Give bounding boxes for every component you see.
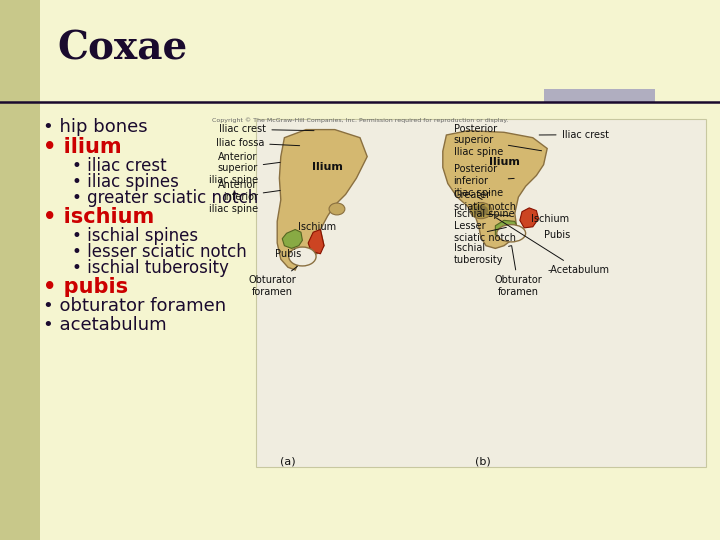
Ellipse shape: [329, 203, 345, 215]
Text: • ischium: • ischium: [43, 207, 155, 227]
Text: Pubis: Pubis: [544, 230, 570, 240]
Text: Obturator
foramen: Obturator foramen: [495, 246, 542, 297]
Text: Lesser
sciatic notch: Lesser sciatic notch: [454, 221, 516, 243]
Ellipse shape: [474, 205, 488, 216]
Polygon shape: [277, 130, 367, 270]
Text: • ischial spines: • ischial spines: [72, 227, 198, 245]
Text: Pubis: Pubis: [275, 249, 301, 259]
Text: Iliac crest: Iliac crest: [220, 124, 314, 134]
Bar: [544, 89, 655, 103]
Text: Ischium: Ischium: [298, 222, 336, 232]
Ellipse shape: [497, 225, 526, 242]
Text: • greater sciatic notch: • greater sciatic notch: [72, 189, 258, 207]
Text: • iliac spines: • iliac spines: [72, 173, 179, 191]
Text: • ischial tuberosity: • ischial tuberosity: [72, 259, 229, 278]
Text: Obturator
foramen: Obturator foramen: [248, 266, 297, 297]
Text: (b): (b): [474, 457, 490, 467]
Bar: [0, 0, 40, 540]
Text: • lesser sciatic notch: • lesser sciatic notch: [72, 243, 247, 261]
Text: Ischium: Ischium: [531, 214, 570, 224]
Polygon shape: [282, 230, 302, 248]
Text: • acetabulum: • acetabulum: [43, 316, 167, 334]
Text: Coxae: Coxae: [58, 30, 188, 68]
Polygon shape: [520, 208, 539, 228]
Polygon shape: [495, 220, 518, 240]
Text: Ischial spine: Ischial spine: [454, 209, 514, 219]
Text: Iliac crest: Iliac crest: [539, 130, 608, 140]
Text: • obturator foramen: • obturator foramen: [43, 297, 226, 315]
Text: • pubis: • pubis: [43, 277, 128, 298]
Text: Posterior
inferior
iliac spine: Posterior inferior iliac spine: [454, 164, 514, 198]
Text: • hip bones: • hip bones: [43, 118, 148, 136]
Text: Anterior
inferior
iliac spine: Anterior inferior iliac spine: [209, 180, 280, 214]
Text: Ischial
tuberosity: Ischial tuberosity: [454, 243, 511, 265]
Text: • iliac crest: • iliac crest: [72, 157, 166, 175]
Text: Anterior
superior
iliac spine: Anterior superior iliac spine: [209, 152, 280, 185]
Polygon shape: [308, 230, 324, 254]
Text: Greater
sciatic notch: Greater sciatic notch: [454, 190, 516, 212]
Text: (a): (a): [280, 457, 296, 467]
Text: -Acetabulum: -Acetabulum: [495, 218, 609, 275]
Polygon shape: [443, 131, 547, 248]
Text: Iliac fossa: Iliac fossa: [216, 138, 300, 148]
Text: Ilium: Ilium: [312, 163, 343, 172]
Text: Copyright © The McGraw-Hill Companies, Inc. Permission required for reproduction: Copyright © The McGraw-Hill Companies, I…: [212, 117, 508, 123]
Ellipse shape: [289, 247, 316, 266]
Text: Posterior
superior
Iliac spine: Posterior superior Iliac spine: [454, 124, 541, 157]
Text: Ilium: Ilium: [489, 157, 519, 167]
Text: • ilium: • ilium: [43, 137, 122, 157]
Ellipse shape: [470, 202, 492, 219]
Bar: [256, 119, 706, 467]
